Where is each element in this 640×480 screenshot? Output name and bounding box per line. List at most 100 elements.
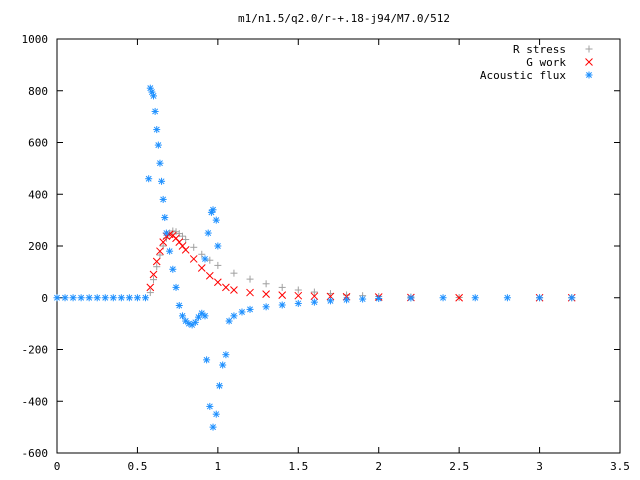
data-point-g-work: [189, 255, 198, 263]
y-tick-label: 600: [28, 137, 48, 150]
data-point-g-work: [181, 246, 190, 254]
data-point-acoustic-flux: [85, 294, 93, 302]
data-point-acoustic-flux: [204, 229, 212, 237]
data-point-acoustic-flux: [203, 356, 211, 364]
data-point-r-stress: [150, 276, 158, 284]
data-point-g-work: [214, 278, 222, 287]
data-point-r-stress: [182, 236, 190, 244]
data-point-acoustic-flux: [209, 206, 217, 214]
x-tick-label: 0: [54, 460, 61, 473]
data-point-acoustic-flux: [125, 294, 133, 302]
data-point-acoustic-flux: [375, 295, 383, 303]
data-point-acoustic-flux: [172, 283, 180, 291]
data-point-acoustic-flux: [69, 294, 77, 302]
data-point-g-work: [159, 238, 168, 246]
data-point-r-stress: [172, 228, 180, 236]
data-point-acoustic-flux: [310, 298, 318, 306]
data-point-g-work: [156, 247, 164, 256]
data-point-acoustic-flux: [230, 312, 238, 320]
y-axis: -600 -400 -200 0 200 400 600 800 1000: [22, 33, 620, 460]
data-point-acoustic-flux: [150, 92, 158, 100]
series-layer: [53, 84, 576, 431]
legend-label-g-work: G work: [526, 56, 566, 69]
legend-marker-g-work: [585, 58, 593, 66]
data-point-r-stress: [156, 251, 164, 259]
data-point-r-stress: [146, 289, 154, 297]
data-point-acoustic-flux: [278, 301, 286, 309]
x-tick-label: 0.5: [127, 460, 147, 473]
data-point-acoustic-flux: [568, 294, 576, 302]
x-tick-label: 1: [215, 460, 222, 473]
data-point-acoustic-flux: [77, 294, 85, 302]
legend-marker-acoustic-flux: [585, 71, 593, 79]
data-point-acoustic-flux: [53, 294, 61, 302]
data-point-acoustic-flux: [178, 312, 186, 320]
data-point-acoustic-flux: [166, 247, 174, 255]
x-tick-label: 3: [536, 460, 543, 473]
data-point-acoustic-flux: [439, 294, 447, 302]
y-tick-label: -200: [22, 344, 49, 357]
data-point-acoustic-flux: [145, 175, 153, 183]
y-tick-label: 1000: [22, 33, 49, 46]
data-point-acoustic-flux: [326, 297, 334, 305]
data-point-g-work: [278, 291, 287, 300]
x-axis: 0 0.5 1 1.5 2 2.5 3 3.5: [54, 39, 630, 473]
data-point-r-stress: [246, 275, 254, 283]
series-acoustic-flux: [53, 84, 576, 431]
data-point-r-stress: [153, 263, 161, 271]
data-point-r-stress: [206, 256, 214, 264]
data-point-g-work: [205, 271, 214, 280]
data-point-acoustic-flux: [133, 294, 141, 302]
data-point-acoustic-flux: [238, 308, 246, 316]
data-point-g-work: [310, 292, 319, 301]
data-point-r-stress: [294, 286, 302, 294]
data-point-acoustic-flux: [109, 294, 117, 302]
data-point-r-stress: [262, 280, 270, 288]
data-point-acoustic-flux: [407, 294, 415, 302]
data-point-acoustic-flux: [151, 107, 159, 115]
y-tick-label: 200: [28, 240, 48, 253]
data-point-acoustic-flux: [201, 312, 209, 320]
data-point-acoustic-flux: [206, 402, 214, 410]
data-point-acoustic-flux: [153, 126, 161, 134]
x-tick-label: 1.5: [288, 460, 308, 473]
data-point-acoustic-flux: [212, 216, 220, 224]
data-point-acoustic-flux: [101, 294, 109, 302]
data-point-acoustic-flux: [214, 242, 222, 250]
data-point-g-work: [262, 290, 270, 298]
data-point-acoustic-flux: [141, 294, 149, 302]
data-point-r-stress: [198, 250, 206, 258]
data-point-acoustic-flux: [162, 229, 170, 237]
legend-label-r-stress: R stress: [513, 43, 566, 56]
data-point-acoustic-flux: [215, 382, 223, 390]
data-point-acoustic-flux: [212, 410, 220, 418]
data-point-acoustic-flux: [117, 294, 125, 302]
data-point-acoustic-flux: [246, 305, 254, 313]
data-point-acoustic-flux: [343, 296, 351, 304]
data-point-g-work: [149, 270, 158, 279]
x-tick-label: 2: [375, 460, 382, 473]
legend-label-acoustic-flux: Acoustic flux: [480, 69, 566, 82]
data-point-acoustic-flux: [294, 299, 302, 307]
data-point-acoustic-flux: [191, 318, 199, 326]
y-tick-label: 0: [41, 292, 48, 305]
data-point-g-work: [230, 286, 238, 294]
data-point-acoustic-flux: [161, 214, 169, 222]
data-point-g-work: [455, 293, 463, 302]
data-point-g-work: [294, 291, 303, 300]
data-point-acoustic-flux: [159, 195, 167, 203]
data-point-g-work: [197, 264, 206, 272]
data-point-acoustic-flux: [359, 295, 367, 303]
y-tick-label: 400: [28, 188, 48, 201]
data-point-r-stress: [230, 269, 238, 277]
data-point-g-work: [146, 283, 155, 292]
y-tick-label: 800: [28, 85, 48, 98]
data-point-g-work: [222, 283, 230, 292]
data-point-acoustic-flux: [262, 303, 270, 311]
data-point-acoustic-flux: [61, 294, 69, 302]
y-tick-label: -600: [22, 447, 49, 460]
data-point-acoustic-flux: [93, 294, 101, 302]
